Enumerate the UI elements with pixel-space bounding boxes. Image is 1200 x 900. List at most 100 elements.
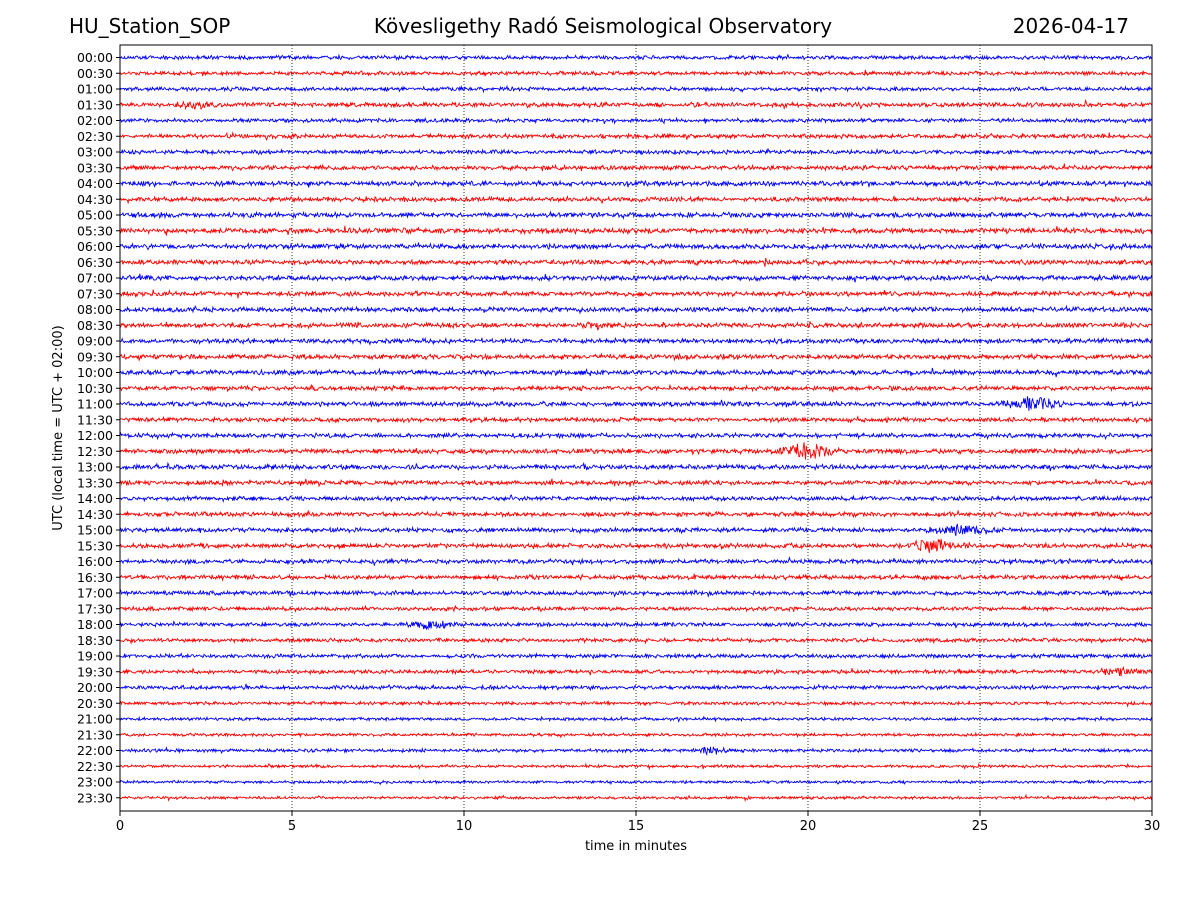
trace-2100 [119, 715, 1153, 723]
trace-1500 [119, 523, 1153, 536]
trace-2000 [119, 683, 1153, 692]
trace-1930 [119, 665, 1153, 677]
x-tick-label: 5 [288, 819, 296, 834]
y-tick-label: 11:00 [77, 397, 113, 412]
trace-0730 [119, 288, 1153, 299]
y-tick-label: 17:30 [77, 601, 113, 616]
x-tick-label: 0 [116, 819, 124, 834]
trace-1900 [119, 652, 1153, 660]
y-tick-label: 20:00 [77, 680, 113, 695]
trace-0530 [119, 225, 1153, 236]
y-tick-label: 09:00 [77, 334, 113, 349]
trace-2230 [119, 762, 1153, 771]
trace-1700 [119, 588, 1153, 598]
trace-2330 [119, 793, 1153, 802]
y-tick-label: 00:00 [77, 50, 113, 65]
y-tick-label: 05:00 [77, 208, 113, 223]
trace-1530 [119, 538, 1153, 553]
trace-1300 [119, 461, 1153, 472]
trace-1030 [119, 383, 1153, 393]
trace-0330 [119, 163, 1153, 172]
y-axis-ticks: 00:0000:3001:0001:3002:0002:3003:0003:30… [77, 50, 120, 805]
seismic-traces [119, 53, 1153, 802]
y-tick-label: 00:30 [77, 66, 113, 81]
trace-0600 [119, 241, 1153, 251]
trace-1000 [119, 367, 1153, 378]
trace-0700 [119, 273, 1153, 283]
y-tick-label: 13:30 [77, 475, 113, 490]
trace-0430 [119, 194, 1153, 205]
y-tick-label: 16:30 [77, 570, 113, 585]
y-axis-label: UTC (local time = UTC + 02:00) [51, 325, 66, 530]
y-tick-label: 20:30 [77, 696, 113, 711]
y-tick-label: 19:00 [77, 649, 113, 664]
y-tick-label: 12:30 [77, 444, 113, 459]
y-tick-label: 02:30 [77, 129, 113, 144]
y-tick-label: 22:30 [77, 759, 113, 774]
trace-2030 [119, 699, 1153, 708]
trace-0900 [119, 336, 1153, 346]
grid-lines [291, 45, 981, 811]
y-tick-label: 18:30 [77, 633, 113, 648]
x-tick-label: 30 [1144, 819, 1161, 834]
y-tick-label: 22:00 [77, 743, 113, 758]
trace-1400 [119, 494, 1153, 503]
y-tick-label: 07:00 [77, 271, 113, 286]
trace-2200 [119, 746, 1153, 757]
observatory-title: Kövesligethy Radó Seismological Observat… [373, 14, 833, 38]
y-tick-label: 21:00 [77, 712, 113, 727]
y-tick-label: 18:00 [77, 617, 113, 632]
y-tick-label: 11:30 [77, 412, 113, 427]
y-tick-label: 04:30 [77, 192, 113, 207]
trace-0400 [119, 179, 1153, 188]
y-tick-label: 03:30 [77, 160, 113, 175]
y-tick-label: 14:30 [77, 507, 113, 522]
y-tick-label: 06:00 [77, 239, 113, 254]
x-tick-label: 25 [972, 819, 989, 834]
trace-0030 [119, 69, 1153, 77]
y-tick-label: 01:30 [77, 97, 113, 112]
trace-1830 [119, 636, 1153, 645]
y-tick-label: 17:00 [77, 586, 113, 601]
trace-0200 [119, 116, 1153, 125]
x-tick-label: 20 [800, 819, 817, 834]
y-tick-label: 19:30 [77, 664, 113, 679]
trace-0130 [119, 98, 1153, 111]
trace-0930 [119, 352, 1153, 362]
trace-0300 [119, 147, 1153, 156]
y-tick-label: 13:00 [77, 460, 113, 475]
trace-0630 [119, 257, 1153, 267]
trace-1230 [119, 442, 1153, 460]
trace-0800 [119, 304, 1153, 315]
y-tick-label: 04:00 [77, 176, 113, 191]
x-tick-label: 10 [456, 819, 473, 834]
trace-2300 [119, 778, 1153, 786]
trace-1800 [119, 620, 1153, 631]
trace-0500 [119, 210, 1153, 220]
y-tick-label: 14:00 [77, 491, 113, 506]
y-tick-label: 10:30 [77, 381, 113, 396]
trace-0100 [119, 84, 1153, 94]
station-name: HU_Station_SOP [69, 14, 231, 38]
y-tick-label: 23:30 [77, 790, 113, 805]
y-tick-label: 15:00 [77, 523, 113, 538]
trace-1730 [119, 604, 1153, 613]
trace-1430 [119, 509, 1153, 519]
y-tick-label: 05:30 [77, 223, 113, 238]
y-tick-label: 06:30 [77, 255, 113, 270]
trace-0000 [119, 53, 1152, 62]
x-tick-label: 15 [628, 819, 645, 834]
trace-0830 [119, 321, 1153, 331]
y-tick-label: 03:00 [77, 145, 113, 160]
trace-1200 [119, 431, 1153, 441]
y-tick-label: 02:00 [77, 113, 113, 128]
y-tick-label: 12:00 [77, 428, 113, 443]
y-tick-label: 08:30 [77, 318, 113, 333]
y-tick-label: 01:00 [77, 82, 113, 97]
x-axis-label: time in minutes [585, 839, 687, 854]
x-axis-ticks: 0 5 10 15 20 25 30 [116, 811, 1160, 834]
trace-1130 [119, 415, 1153, 424]
y-tick-label: 10:00 [77, 365, 113, 380]
y-tick-label: 08:00 [77, 302, 113, 317]
